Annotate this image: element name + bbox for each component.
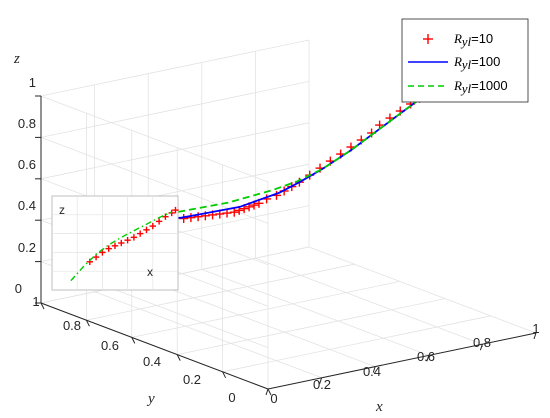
x-tick-mark <box>426 355 430 362</box>
y-tick-label: 0.4 <box>143 354 161 369</box>
x-tick-mark <box>319 377 323 384</box>
x-tick-label: 0 <box>270 391 277 406</box>
y-tick-label: 0.8 <box>63 318 81 333</box>
inset-data-point-marker <box>118 239 125 247</box>
y-tick-label: 0 <box>228 390 235 405</box>
legend-label: Ryl=1000 <box>453 78 508 96</box>
tick-labels: 0 0.2 0.4 0.6 0.8 1 1 0.8 0.6 0.4 0.2 0 … <box>15 75 540 406</box>
y-tick-mark <box>176 354 181 361</box>
y-tick-mark <box>40 302 45 310</box>
z-tick-label: 1 <box>29 75 36 90</box>
inset-plot: z x <box>51 195 179 291</box>
inset-grid <box>52 196 178 290</box>
z-axis-label: z <box>13 51 20 67</box>
z-tick-label: 0.2 <box>18 240 36 255</box>
inset-data-point-marker <box>143 226 150 234</box>
x-tick-mark <box>265 388 269 396</box>
y-tick-label: 0.2 <box>183 372 201 387</box>
inset-data-point-marker <box>105 245 112 252</box>
x-tick-mark <box>372 366 376 373</box>
data-point-marker <box>186 213 196 223</box>
inset-data-point-marker <box>172 206 179 214</box>
grid-line <box>222 315 491 373</box>
legend-box <box>401 18 529 103</box>
z-tick-label: 0 <box>15 281 22 296</box>
legend-entry-r100: Ryl=100 <box>408 54 500 72</box>
x-axis-line <box>267 332 537 390</box>
inset-data-point-marker <box>155 218 163 225</box>
y-axis-label: y <box>146 391 155 407</box>
inset-data-point-marker <box>111 242 119 250</box>
y-tick-mark <box>131 337 136 344</box>
z-tick-label: 0.4 <box>18 198 36 213</box>
y-tick-label: 1 <box>32 294 39 309</box>
x-tick-label: 0.8 <box>473 335 491 350</box>
legend-label: Ryl=100 <box>453 54 500 72</box>
grid-line <box>201 269 429 356</box>
grid-line <box>148 280 376 367</box>
legend-marker <box>423 34 433 44</box>
legend-plus-marker-icon <box>423 34 433 44</box>
x-axis-label: x <box>375 399 383 415</box>
inset-data-point-marker <box>168 209 175 217</box>
grid-line <box>94 291 322 379</box>
y-axis-line <box>40 302 269 390</box>
x-tick-mark <box>479 344 483 351</box>
z-tick-label: 0.8 <box>18 116 36 131</box>
series-line-1 <box>164 91 430 220</box>
grid-line <box>308 246 537 334</box>
legend-entry-r10: Ryl=10 <box>423 31 493 49</box>
inset-data-point-marker <box>149 222 156 230</box>
inset-x-label: x <box>147 265 153 279</box>
grid-line <box>177 298 446 355</box>
y-tick-label: 0.6 <box>101 338 119 353</box>
inset-series-layer <box>70 206 179 282</box>
y-tick-mark <box>85 319 90 327</box>
legend: Ryl=10 Ryl=100 Ryl=1000 <box>401 18 529 103</box>
y-tick-mark <box>222 371 227 379</box>
x-tick-label: 0.4 <box>363 364 381 379</box>
grid-line <box>131 281 400 338</box>
inset-series-line-1 <box>70 211 172 282</box>
inset-data-point-marker <box>137 230 144 237</box>
inset-data-point-marker <box>130 234 138 241</box>
grid-line <box>40 122 310 180</box>
x-tick-mark <box>533 332 537 340</box>
data-point-marker <box>229 207 239 217</box>
grid-line <box>40 81 310 138</box>
x-tick-label: 1 <box>532 321 539 336</box>
grid-line <box>40 95 269 183</box>
legend-entry-r1000: Ryl=1000 <box>408 78 508 96</box>
grid-line <box>86 263 355 321</box>
axis-lines <box>35 95 537 396</box>
x-tick-label: 0.6 <box>417 349 435 364</box>
inset-z-label: z <box>59 203 65 217</box>
y-tick-mark <box>267 388 272 396</box>
legend-label: Ryl=10 <box>453 31 493 49</box>
grid-line <box>40 39 310 97</box>
grid-line <box>255 257 483 345</box>
z-tick-label: 0.6 <box>18 157 36 172</box>
series-line-2 <box>155 91 430 217</box>
x-tick-label: 0.2 <box>313 377 331 392</box>
inset-data-point-marker <box>124 236 131 244</box>
inset-data-point-marker <box>162 213 169 220</box>
